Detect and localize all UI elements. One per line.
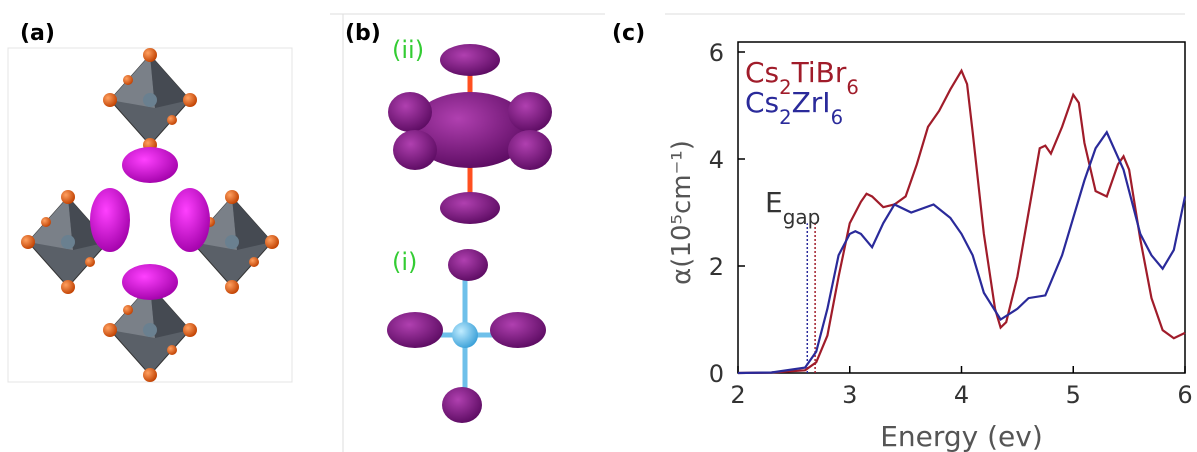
x-tick-label: 2	[730, 381, 745, 409]
y-tick-label: 0	[709, 360, 724, 388]
figure: (a) (b) (ii) (i) (c) 234560246Energy (ev…	[0, 0, 1197, 452]
orbital	[122, 147, 178, 183]
annotation-subscript: gap	[783, 205, 821, 229]
x-tick-label: 4	[954, 381, 969, 409]
page: (a) (b) (ii) (i) (c) 234560246Energy (ev…	[0, 0, 1197, 452]
panel-label: (c)	[612, 21, 645, 46]
x-tick-label: 6	[1177, 381, 1192, 409]
annotation: Egap	[765, 186, 820, 229]
y-axis-label: α(10⁵cm⁻¹)	[667, 140, 697, 285]
panel-label: (b)	[345, 21, 381, 46]
orbital-label: (i)	[392, 248, 417, 276]
orbital	[170, 188, 210, 252]
annotation-text: E	[765, 186, 783, 219]
orbital	[122, 264, 178, 300]
orbital-upper	[388, 44, 552, 224]
y-tick-label: 6	[709, 39, 724, 67]
x-axis-label: Energy (ev)	[880, 420, 1043, 452]
x-tick-label: 5	[1066, 381, 1081, 409]
x-tick-label: 3	[842, 381, 857, 409]
y-tick-label: 4	[709, 146, 724, 174]
orbital	[90, 188, 130, 252]
panel-label: (a)	[20, 21, 55, 46]
legend-entry: Cs2ZrI6	[745, 86, 843, 129]
y-tick-label: 2	[709, 253, 724, 281]
orbital-label: (ii)	[392, 36, 424, 64]
series-line	[738, 132, 1185, 373]
